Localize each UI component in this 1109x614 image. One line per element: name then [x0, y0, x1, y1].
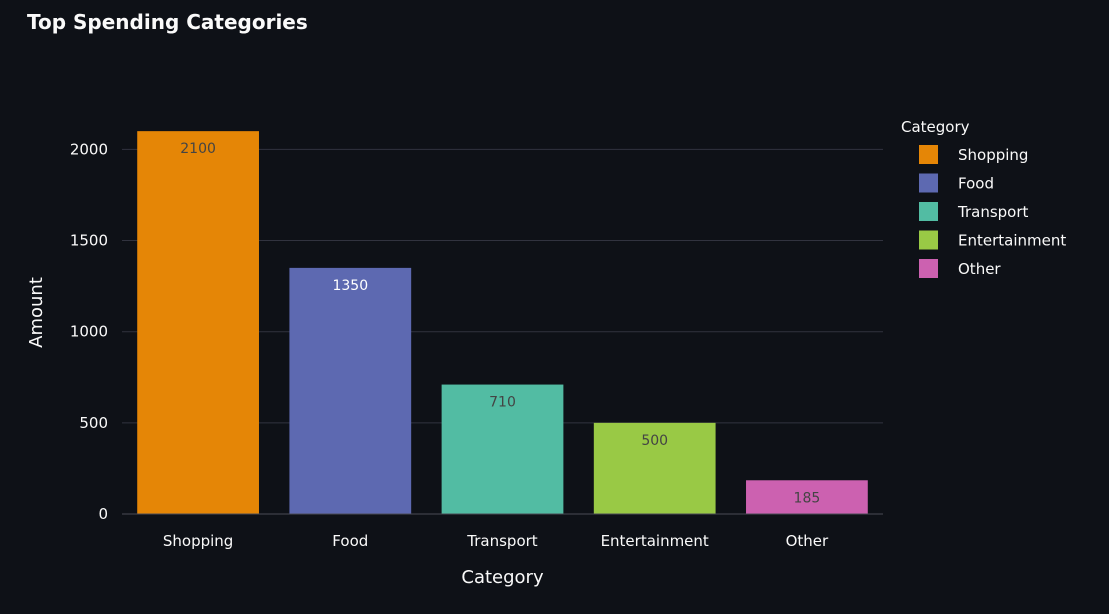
x-axis-title: Category — [461, 567, 544, 588]
bar — [289, 267, 412, 514]
legend-swatch — [919, 173, 938, 193]
x-tick-label: Food — [332, 532, 368, 550]
x-tick-label: Other — [786, 532, 829, 550]
legend-swatch — [919, 259, 938, 278]
bar-data-label: 500 — [641, 433, 668, 449]
legend-swatch — [919, 202, 938, 221]
legend-item-label: Food — [958, 175, 994, 193]
x-tick-label: Transport — [466, 532, 538, 550]
y-tick-label: 500 — [79, 414, 108, 432]
y-axis-title: Amount — [26, 277, 47, 348]
y-tick-label: 0 — [98, 505, 108, 523]
bar — [593, 422, 716, 514]
bar-data-label: 1350 — [332, 278, 368, 294]
legend-item-label: Entertainment — [958, 232, 1066, 250]
legend-swatch — [919, 145, 938, 164]
y-tick-label: 1000 — [70, 323, 108, 341]
legend-title: Category — [901, 118, 970, 136]
legend-item-label: Transport — [957, 203, 1029, 221]
bar-data-label: 710 — [489, 395, 516, 411]
x-tick-label: Shopping — [163, 532, 233, 550]
bar — [137, 131, 259, 514]
y-tick-label: 1500 — [70, 232, 108, 250]
y-tick-label: 2000 — [70, 140, 108, 158]
legend-swatch — [919, 230, 938, 250]
bar-data-label: 2100 — [180, 141, 216, 157]
bar-data-label: 185 — [794, 490, 821, 506]
legend-item-label: Shopping — [958, 146, 1028, 164]
bar — [441, 384, 564, 514]
chart-title: Top Spending Categories — [27, 10, 308, 34]
legend-item-label: Other — [958, 260, 1001, 278]
bar — [746, 480, 868, 514]
x-tick-label: Entertainment — [601, 532, 709, 550]
